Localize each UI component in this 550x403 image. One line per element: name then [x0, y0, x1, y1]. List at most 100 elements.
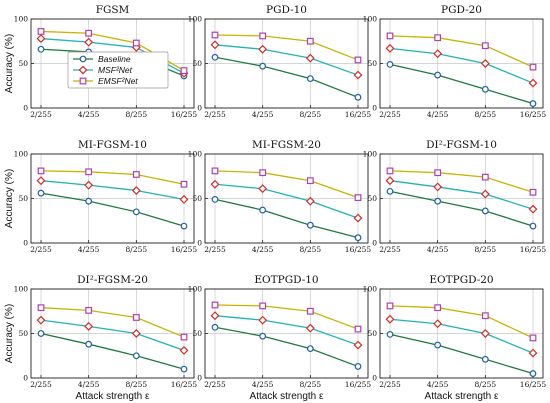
data-point	[210, 311, 220, 321]
y-tick-label: 0	[197, 374, 202, 383]
series-baseline	[211, 53, 362, 101]
data-point	[180, 180, 188, 188]
series-line	[40, 180, 185, 201]
x-tick-label: 8/255	[475, 245, 497, 254]
panel-eotpgd-20: EOTPGD-20 0 50 100 2/255 4/255 8/255 16/255	[363, 274, 547, 389]
data-point	[37, 28, 45, 35]
data-point	[306, 177, 314, 185]
data-point	[385, 176, 395, 186]
series-line	[40, 170, 185, 185]
series-emsf2net	[386, 167, 537, 196]
y-tick-label: 50	[18, 59, 28, 68]
data-point	[480, 329, 490, 338]
data-point	[353, 340, 363, 350]
data-point	[353, 213, 363, 223]
data-point	[259, 32, 267, 40]
y-tick-label: 0	[372, 104, 377, 113]
data-point	[85, 306, 93, 314]
y-tick-label: 50	[367, 59, 377, 68]
x-tick-label: 8/255	[300, 380, 322, 389]
data-point	[434, 34, 442, 42]
series-msf2net	[210, 311, 363, 350]
series-line	[389, 180, 534, 210]
x-tick-label: 2/255	[379, 110, 401, 119]
series-emsf2net	[386, 302, 537, 342]
y-axis-labels: Accuracy (%) Accuracy (%) Accuracy (%)	[4, 34, 15, 363]
data-point	[386, 302, 394, 310]
data-point	[85, 340, 93, 348]
series-baseline	[386, 187, 537, 230]
data-point	[84, 180, 94, 190]
panel-title: DI²-FGSM-10	[426, 139, 497, 151]
data-point	[481, 207, 489, 215]
y-tick-label: 0	[197, 239, 202, 248]
x-tick-label: 4/255	[427, 245, 449, 254]
y-tick-label: 100	[363, 15, 378, 24]
series-emsf2net	[37, 167, 188, 188]
x-tick-label: 8/255	[300, 245, 322, 254]
data-point	[433, 182, 443, 192]
panel-title: FGSM	[96, 4, 130, 16]
x-tick-label: 2/255	[379, 245, 401, 254]
data-point	[481, 173, 489, 181]
series-line	[389, 333, 534, 375]
panel-di2-fgsm-10: DI²-FGSM-10 0 50 100 2/255 4/255 8/255 16/255	[363, 139, 547, 254]
x-tick-label: 4/255	[252, 245, 274, 254]
series-line	[214, 44, 359, 76]
data-point	[259, 206, 267, 214]
data-point	[386, 187, 394, 195]
y-tick-label: 100	[14, 150, 29, 159]
y-tick-label: 0	[372, 239, 377, 248]
data-point	[529, 370, 537, 377]
x-axis-labels: Attack strength ε Attack strength ε Attack…	[76, 391, 499, 402]
x-tick-label: 4/255	[427, 110, 449, 119]
data-point	[481, 312, 489, 320]
y-tick-label: 100	[188, 15, 203, 24]
x-tick-label: 16/255	[171, 110, 198, 119]
data-point	[37, 304, 45, 312]
data-point	[481, 85, 489, 93]
x-tick-label: 8/255	[475, 110, 497, 119]
x-tick-label: 16/255	[520, 245, 547, 254]
series-line	[40, 192, 185, 227]
data-point	[480, 59, 490, 68]
series-line	[214, 198, 359, 239]
data-point	[132, 208, 140, 216]
data-point	[354, 363, 362, 370]
series-emsf2net	[37, 304, 188, 341]
x-tick-label: 4/255	[252, 380, 274, 389]
data-point	[354, 325, 362, 333]
y-tick-label: 50	[18, 194, 28, 203]
series-line	[214, 183, 359, 219]
series-baseline	[211, 195, 362, 242]
data-point	[180, 222, 188, 230]
x-tick-label: 2/255	[204, 380, 226, 389]
x-tick-label: 4/255	[252, 110, 274, 119]
series-msf2net	[36, 176, 189, 204]
series-line	[389, 63, 534, 105]
data-point	[305, 53, 315, 63]
x-tick-label: 8/255	[475, 380, 497, 389]
series-baseline	[37, 330, 188, 373]
y-axis-label: Accuracy (%)	[4, 34, 15, 93]
x-tick-label: 2/255	[204, 245, 226, 254]
series-msf2net	[385, 314, 538, 358]
y-tick-label: 100	[363, 150, 378, 159]
series-baseline	[386, 330, 537, 377]
data-point	[37, 189, 45, 197]
x-tick-label: 16/255	[520, 380, 547, 389]
data-point	[528, 204, 538, 214]
data-point	[210, 179, 220, 189]
x-axis-label: Attack strength ε	[76, 391, 150, 402]
data-point	[433, 319, 443, 329]
x-tick-label: 2/255	[204, 110, 226, 119]
panel-title: EOTPGD-10	[254, 274, 318, 286]
y-axis-label: Accuracy (%)	[4, 169, 15, 228]
series-baseline	[211, 323, 362, 370]
x-tick-label: 4/255	[427, 380, 449, 389]
data-point	[36, 34, 46, 44]
data-point	[480, 189, 490, 199]
data-point	[434, 304, 442, 312]
legend-label: MSF²Net	[98, 65, 133, 75]
x-tick-label: 2/255	[30, 110, 52, 119]
